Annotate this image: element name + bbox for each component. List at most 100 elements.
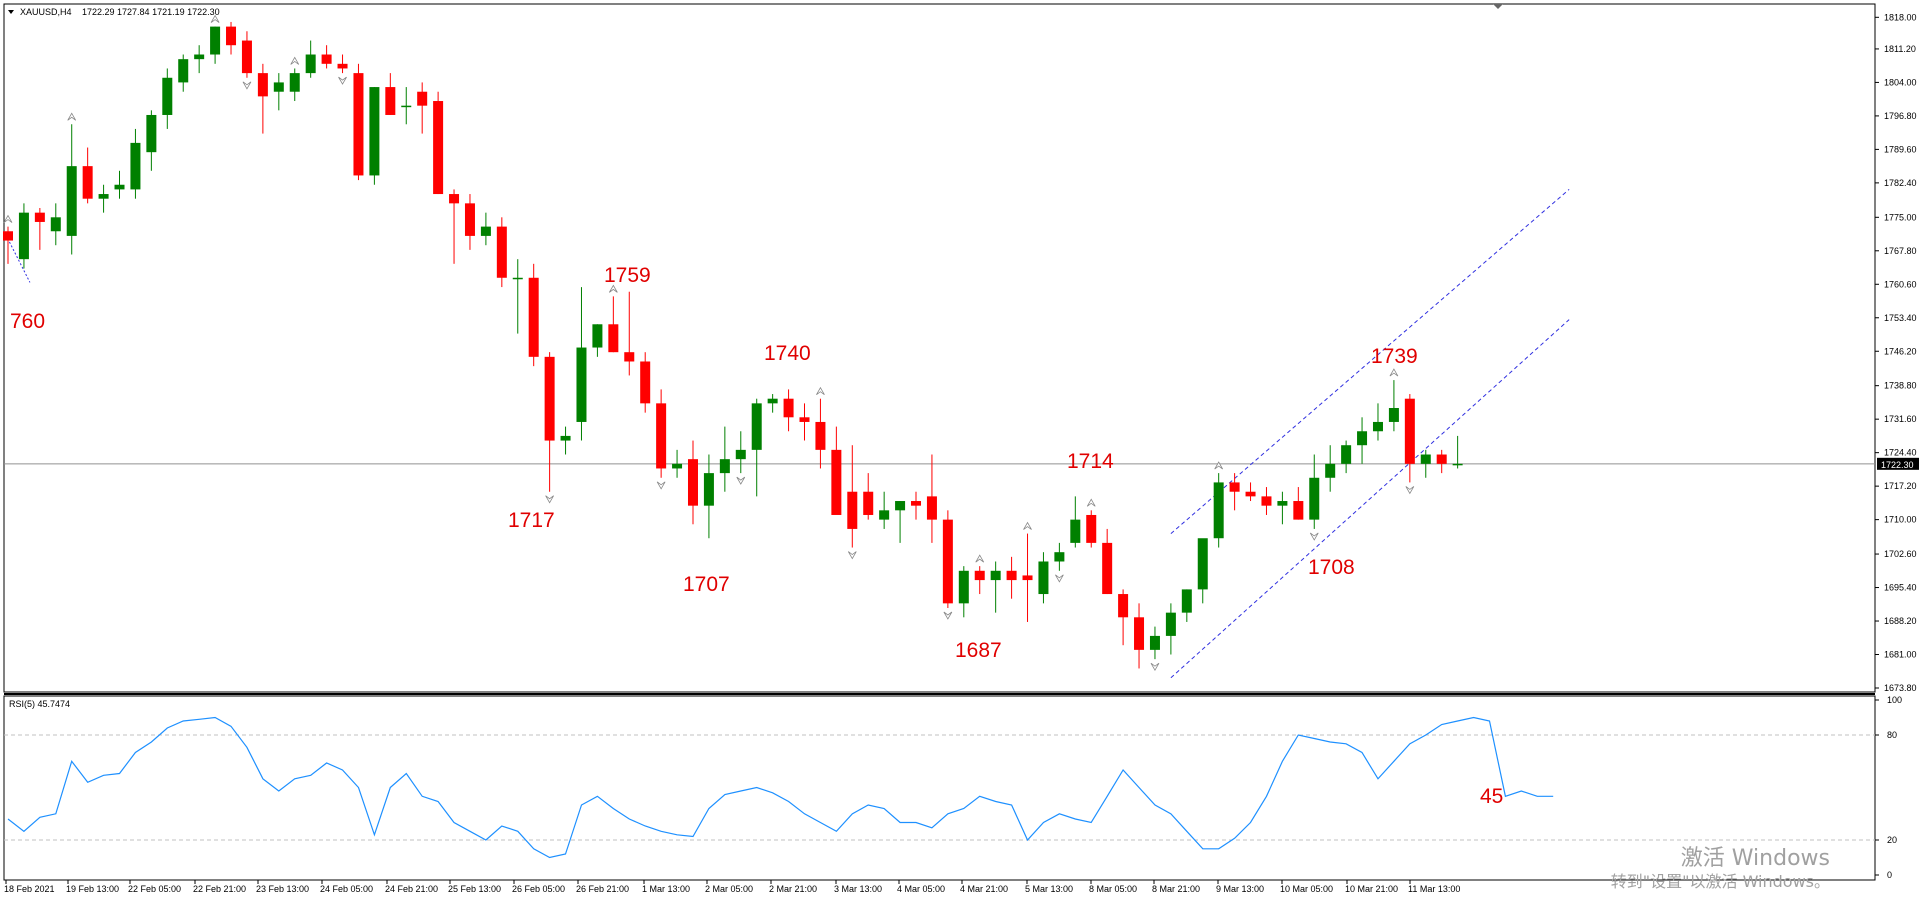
candle-body: [1118, 594, 1129, 618]
candle: [879, 491, 890, 529]
candle-body: [576, 347, 587, 422]
candle-body: [1436, 454, 1447, 464]
candle-body: [1341, 445, 1352, 464]
fractal-arrow-icon: [816, 386, 825, 396]
candle-body: [257, 73, 268, 97]
candle: [464, 194, 475, 250]
fractal-arrow-icon: [67, 112, 77, 121]
candle-body: [34, 212, 45, 222]
fractal-arrow-icon: [608, 284, 618, 293]
fractal-arrow-icon: [1214, 461, 1224, 470]
rsi-tick-label: 0: [1887, 870, 1892, 880]
price-tick-label: 1753.40: [1884, 313, 1917, 323]
candle-body: [130, 142, 141, 190]
candle-body: [560, 435, 571, 441]
rsi-pane-frame: [3, 695, 1876, 881]
time-tick-label: 10 Mar 05:00: [1280, 884, 1333, 894]
candle: [735, 431, 746, 474]
candle: [1436, 449, 1447, 474]
candle-body: [1372, 421, 1383, 432]
candle: [3, 226, 13, 264]
current-price-label: 1722.30: [1881, 460, 1914, 470]
candle: [990, 561, 1001, 613]
candle-body: [226, 26, 237, 46]
candle: [496, 217, 507, 288]
time-tick-label: 26 Feb 05:00: [512, 884, 565, 894]
price-tick-label: 1738.80: [1884, 381, 1917, 391]
candle-body: [719, 459, 730, 474]
candle-body: [624, 352, 635, 362]
candle-body: [1006, 570, 1017, 581]
candle-body: [162, 77, 173, 115]
candle: [1245, 482, 1256, 502]
candle-body: [1070, 519, 1081, 543]
watermark-line-2: 转到"设置"以激活 Windows。: [1610, 872, 1830, 891]
candle: [321, 45, 332, 69]
time-tick-label: 23 Feb 13:00: [256, 884, 309, 894]
time-tick-label: 22 Feb 21:00: [193, 884, 246, 894]
candle: [305, 40, 316, 78]
rsi-line: [7, 716, 1554, 859]
candle: [241, 31, 252, 78]
candle: [449, 189, 460, 264]
candle-body: [942, 519, 953, 604]
candle: [1372, 403, 1383, 441]
candle: [98, 184, 109, 213]
candle-body: [1181, 589, 1192, 613]
current-price-tag: [1877, 457, 1919, 470]
annotation-45: 45: [1480, 785, 1503, 808]
candle: [640, 352, 651, 413]
candle: [815, 398, 826, 469]
candle-body: [735, 449, 746, 460]
candle: [1213, 473, 1224, 548]
rsi-tick-label: 20: [1887, 835, 1897, 845]
candle: [1341, 440, 1352, 474]
time-tick-label: 22 Feb 05:00: [128, 884, 181, 894]
price-tick-label: 1789.60: [1884, 144, 1917, 154]
candle: [863, 473, 874, 520]
candle: [385, 73, 396, 115]
candle: [433, 91, 444, 195]
candle: [703, 454, 714, 539]
fractal-arrow-icon: [338, 76, 347, 85]
candle-body: [863, 491, 874, 515]
candle: [751, 398, 762, 497]
candle: [146, 110, 157, 171]
watermark-line-1: 激活 Windows: [1680, 846, 1830, 871]
candle: [194, 45, 205, 74]
price-tick-label: 1782.40: [1884, 178, 1917, 188]
candle: [958, 566, 969, 618]
channel-line-lower: [1170, 319, 1570, 679]
annotation-1759: 1759: [604, 264, 651, 287]
candle: [799, 403, 810, 441]
fractal-arrow-icon: [1309, 532, 1319, 541]
candle: [672, 449, 683, 478]
candle-body: [879, 510, 890, 520]
candle: [337, 54, 348, 74]
candle: [1197, 538, 1208, 604]
candle-body: [1229, 482, 1240, 492]
price-tick-label: 1767.80: [1884, 246, 1917, 256]
candle-body: [98, 194, 109, 199]
candle: [1134, 603, 1145, 669]
price-tick-label: 1818.00: [1884, 12, 1917, 22]
scroll-marker-icon: [1493, 4, 1503, 9]
candle: [544, 352, 555, 492]
annotation-1708: 1708: [1308, 556, 1355, 579]
time-tick-label: 11 Mar 13:00: [1408, 884, 1460, 894]
candle-body: [1420, 454, 1431, 464]
candle-body: [353, 73, 364, 176]
candle-body: [1388, 408, 1399, 422]
fractal-arrow-icon: [3, 214, 13, 223]
price-tick-label: 1804.00: [1884, 77, 1917, 87]
candle-body: [1038, 561, 1049, 595]
time-tick-label: 24 Feb 21:00: [385, 884, 438, 894]
candle-body: [1054, 552, 1065, 562]
candle-body: [592, 324, 603, 348]
price-tick-label: 1811.20: [1884, 44, 1916, 54]
candle-body: [1245, 491, 1256, 497]
candle-body: [958, 570, 969, 604]
candle: [895, 501, 906, 543]
